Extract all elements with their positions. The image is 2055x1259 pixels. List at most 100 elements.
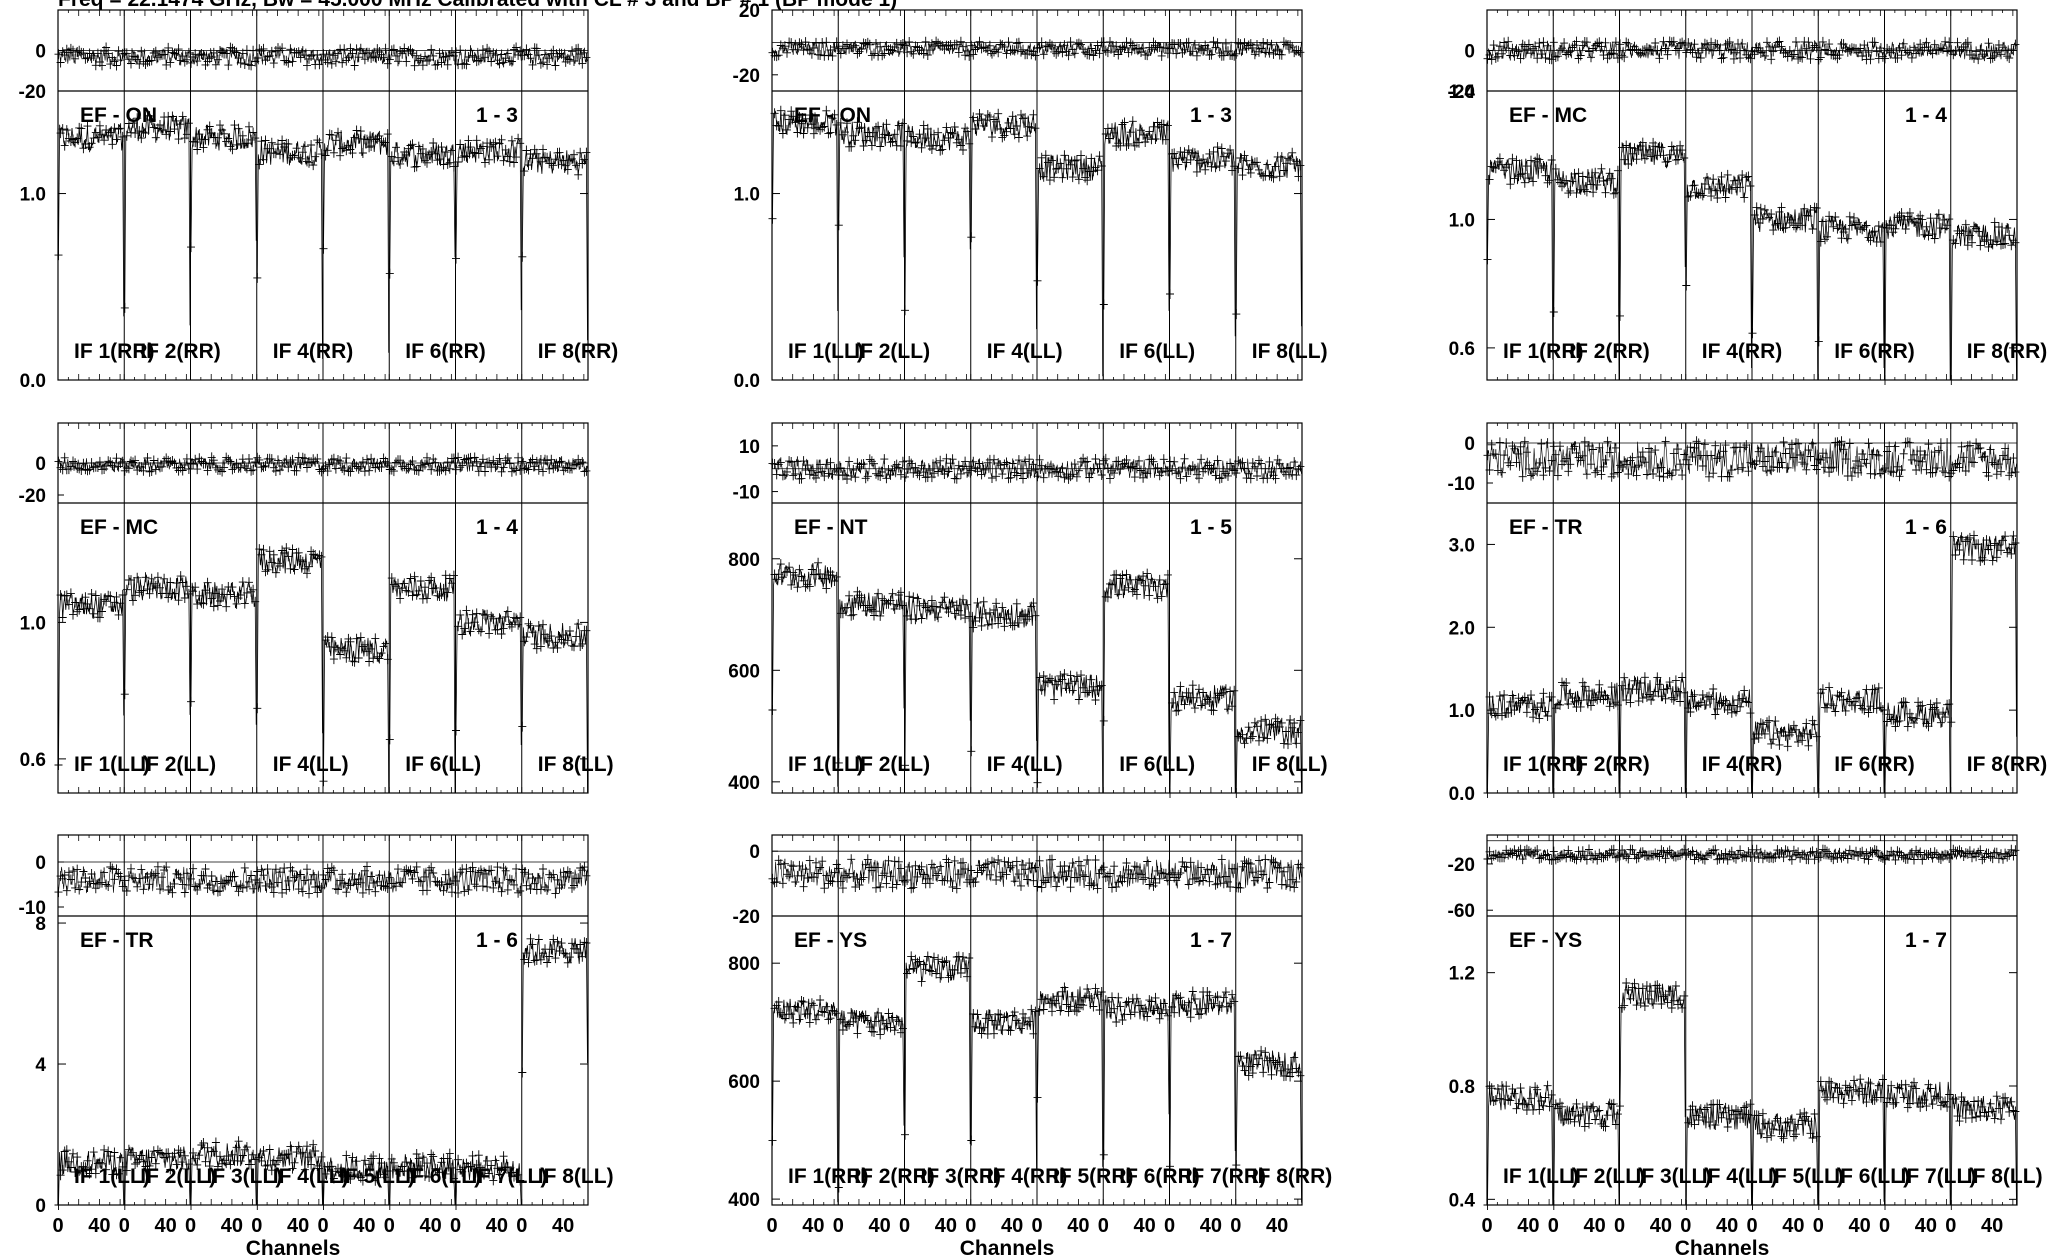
amp-points: [1814, 211, 1887, 347]
amp-tick-label: 0.0: [734, 371, 760, 392]
amp-trace: [256, 548, 323, 734]
phase-points: [1947, 844, 2020, 865]
phase-points: [1033, 37, 1106, 61]
channel-tick-label: 0: [766, 1215, 777, 1237]
amp-points: [253, 1139, 326, 1210]
channel-tick-label: 40: [1650, 1215, 1672, 1237]
if-label: IF 1(RR): [788, 1165, 869, 1188]
amp-trace: [1235, 1050, 1302, 1203]
amp-points: [1881, 208, 1954, 385]
amp-points: [1166, 680, 1239, 798]
amp-tick-label: 0.8: [1449, 1077, 1475, 1098]
amp-points: [319, 632, 392, 787]
baseline-range: 1 - 7: [1190, 929, 1232, 952]
phase-trace: [124, 47, 191, 66]
channel-tick-label: 0: [52, 1215, 63, 1237]
channel-tick-label: 0: [516, 1215, 527, 1237]
amp-points: [120, 110, 193, 313]
phase-points: [518, 454, 591, 477]
amp-trace: [58, 592, 125, 766]
amp-points: [1166, 142, 1239, 299]
phase-points: [253, 43, 326, 71]
amp-trace: [838, 121, 905, 258]
phase-trace: [1553, 849, 1620, 861]
if-label: IF 1(LL): [74, 753, 150, 776]
amp-points: [54, 1144, 127, 1210]
channel-tick-label: 0: [317, 1215, 328, 1237]
phase-tick-label: 0: [35, 42, 46, 63]
amp-points: [452, 605, 525, 736]
if-label: IF 1(LL): [74, 1165, 150, 1188]
amp-tick-label: 0.0: [1449, 784, 1475, 805]
phase-points: [187, 42, 260, 71]
amp-trace: [1950, 222, 2017, 381]
channel-tick-label: 0: [251, 1215, 262, 1237]
phase-points: [1682, 436, 1755, 482]
amp-points: [187, 1136, 260, 1210]
phase-points: [319, 43, 392, 71]
amp-points: [1947, 217, 2020, 385]
amp-trace: [772, 110, 839, 312]
phase-points: [1814, 844, 1887, 865]
phase-points: [768, 855, 841, 894]
channel-tick-label: 0: [1031, 1215, 1042, 1237]
amp-tick-label: 400: [728, 773, 760, 794]
channel-tick-label: 0: [1680, 1215, 1691, 1237]
baseline-range: 1 - 4: [1905, 104, 1947, 127]
panel-EF-ON-RR: 0 -20 1.0 0.0 IF 1(RR)IF 2(RR) IF 4(RR) IF 6(R…: [19, 9, 618, 392]
phase-points: [1099, 453, 1172, 484]
channel-tick-label: 40: [88, 1215, 110, 1237]
if-label: IF 8(RR): [1967, 753, 2048, 776]
baseline-label: EF - ON: [80, 104, 157, 127]
amp-points: [120, 571, 193, 700]
phase-trace: [772, 860, 838, 889]
amp-points: [1549, 1098, 1622, 1210]
phase-points: [1099, 37, 1172, 61]
phase-points: [834, 37, 907, 61]
amp-points: [1099, 992, 1172, 1160]
amp-tick-label: 2.0: [1449, 618, 1475, 639]
channel-tick-label: 40: [1001, 1215, 1023, 1237]
amp-points: [768, 995, 841, 1146]
amp-tick-label: 400: [728, 1190, 760, 1211]
amp-trace: [1884, 1081, 1951, 1206]
amp-trace: [58, 124, 125, 317]
amp-trace: [1487, 158, 1554, 360]
amp-tick-label: 8: [35, 914, 46, 935]
phase-points: [1947, 438, 2020, 481]
amp-points: [1947, 530, 2020, 728]
amp-trace: [1818, 687, 1885, 794]
if-label: IF 2(LL): [1569, 1165, 1645, 1188]
if-label: IF 8(RR): [1967, 340, 2048, 363]
amp-points: [518, 933, 591, 1078]
amp-points: [54, 588, 127, 770]
amp-points: [385, 138, 458, 279]
amp-tick-label: 1.4: [1449, 82, 1476, 103]
x-axis-label: Channels: [246, 1237, 341, 1259]
phase-points: [319, 861, 392, 898]
baseline-range: 1 - 4: [476, 516, 518, 539]
if-label: IF 4(RR): [1702, 753, 1783, 776]
baseline-label: EF - YS: [794, 929, 867, 952]
phase-tick-label: 0: [35, 853, 46, 874]
panel-EF-NT-LL: 10 -10 800 600 400 IF 1(LL)IF 2(LL) IF 4(LL) IF…: [728, 422, 1328, 798]
amp-points: [518, 618, 591, 732]
channel-tick-label: 0: [1098, 1215, 1109, 1237]
phase-points: [253, 452, 326, 477]
channel-tick-label: 0: [1230, 1215, 1241, 1237]
amp-points: [967, 596, 1040, 757]
phase-trace: [1037, 858, 1103, 889]
phase-points: [1814, 436, 1887, 482]
phase-trace: [1103, 458, 1170, 479]
if-label: IF 4(LL): [987, 340, 1063, 363]
channel-tick-label: 40: [353, 1215, 375, 1237]
amp-trace: [1037, 986, 1104, 1167]
if-label: IF 2(LL): [854, 753, 930, 776]
amp-points: [1682, 169, 1755, 291]
phase-points: [901, 854, 974, 894]
panel-EF-MC-RR: 0 -201.4 1.0 0.6 IF 1(RR)IF 2(RR) IF 4(RR) IF …: [1448, 9, 2048, 385]
phase-trace: [1103, 858, 1170, 888]
phase-trace: [257, 867, 323, 894]
phase-points: [1166, 854, 1239, 892]
channel-tick-label: 0: [899, 1215, 910, 1237]
